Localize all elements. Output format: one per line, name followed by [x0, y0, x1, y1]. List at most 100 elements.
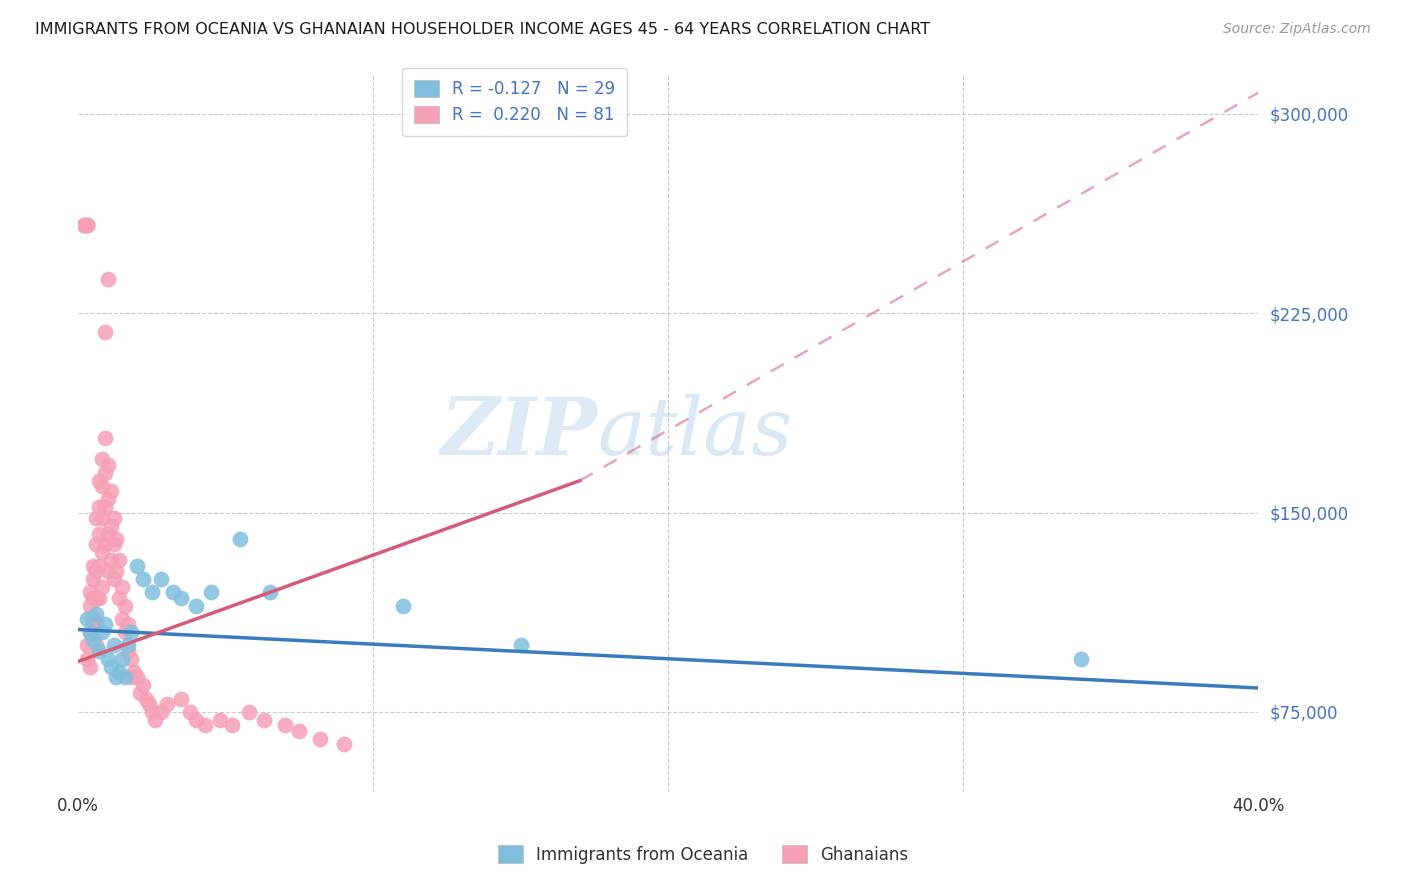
- Point: [120, 652, 142, 666]
- Point: [82, 572, 104, 586]
- Point: [114, 670, 136, 684]
- Point: [122, 665, 145, 679]
- Point: [129, 686, 152, 700]
- Point: [82, 633, 104, 648]
- Point: [238, 705, 260, 719]
- Legend: R = -0.127   N = 29, R =  0.220   N = 81: R = -0.127 N = 29, R = 0.220 N = 81: [402, 68, 627, 136]
- Point: [100, 553, 122, 567]
- Point: [84, 564, 107, 578]
- Point: [179, 705, 201, 719]
- Point: [84, 617, 107, 632]
- Point: [82, 617, 104, 632]
- Point: [79, 585, 101, 599]
- Point: [114, 599, 136, 613]
- Point: [509, 639, 531, 653]
- Point: [141, 585, 163, 599]
- Point: [84, 639, 107, 653]
- Point: [87, 644, 110, 658]
- Point: [90, 625, 112, 640]
- Point: [259, 585, 281, 599]
- Point: [87, 558, 110, 573]
- Point: [93, 431, 115, 445]
- Point: [90, 452, 112, 467]
- Point: [100, 484, 122, 499]
- Point: [97, 458, 120, 472]
- Point: [127, 670, 149, 684]
- Point: [108, 591, 131, 605]
- Point: [93, 325, 115, 339]
- Point: [87, 526, 110, 541]
- Point: [120, 625, 142, 640]
- Point: [100, 519, 122, 533]
- Point: [93, 466, 115, 480]
- Point: [141, 705, 163, 719]
- Point: [170, 591, 193, 605]
- Text: atlas: atlas: [598, 394, 793, 472]
- Point: [97, 492, 120, 507]
- Point: [97, 271, 120, 285]
- Text: Source: ZipAtlas.com: Source: ZipAtlas.com: [1223, 22, 1371, 37]
- Point: [105, 564, 128, 578]
- Point: [253, 713, 276, 727]
- Point: [97, 526, 120, 541]
- Point: [117, 639, 139, 653]
- Text: ZIP: ZIP: [440, 394, 598, 472]
- Point: [288, 723, 311, 738]
- Point: [73, 219, 96, 233]
- Point: [76, 219, 98, 233]
- Point: [76, 612, 98, 626]
- Point: [114, 625, 136, 640]
- Point: [138, 697, 160, 711]
- Point: [97, 652, 120, 666]
- Point: [309, 731, 332, 746]
- Point: [120, 670, 142, 684]
- Point: [76, 219, 98, 233]
- Point: [87, 500, 110, 515]
- Point: [108, 665, 131, 679]
- Point: [208, 713, 231, 727]
- Point: [170, 691, 193, 706]
- Point: [391, 599, 413, 613]
- Point: [111, 652, 134, 666]
- Point: [76, 652, 98, 666]
- Point: [103, 639, 125, 653]
- Text: IMMIGRANTS FROM OCEANIA VS GHANAIAN HOUSEHOLDER INCOME AGES 45 - 64 YEARS CORREL: IMMIGRANTS FROM OCEANIA VS GHANAIAN HOUS…: [35, 22, 931, 37]
- Point: [108, 553, 131, 567]
- Point: [90, 511, 112, 525]
- Point: [135, 691, 157, 706]
- Point: [76, 639, 98, 653]
- Point: [103, 572, 125, 586]
- Point: [93, 500, 115, 515]
- Point: [105, 670, 128, 684]
- Point: [273, 718, 295, 732]
- Point: [76, 219, 98, 233]
- Point: [84, 607, 107, 621]
- Point: [200, 585, 222, 599]
- Point: [84, 537, 107, 551]
- Point: [79, 659, 101, 673]
- Point: [221, 718, 243, 732]
- Point: [132, 678, 155, 692]
- Point: [79, 625, 101, 640]
- Point: [229, 532, 252, 546]
- Point: [111, 612, 134, 626]
- Point: [79, 625, 101, 640]
- Point: [82, 558, 104, 573]
- Point: [132, 572, 155, 586]
- Point: [93, 537, 115, 551]
- Point: [149, 705, 172, 719]
- Point: [82, 612, 104, 626]
- Point: [332, 737, 354, 751]
- Point: [186, 599, 208, 613]
- Point: [103, 537, 125, 551]
- Point: [127, 558, 149, 573]
- Point: [100, 659, 122, 673]
- Point: [186, 713, 208, 727]
- Point: [82, 591, 104, 605]
- Point: [97, 564, 120, 578]
- Point: [90, 545, 112, 559]
- Point: [162, 585, 184, 599]
- Point: [1070, 652, 1092, 666]
- Point: [143, 713, 166, 727]
- Point: [79, 599, 101, 613]
